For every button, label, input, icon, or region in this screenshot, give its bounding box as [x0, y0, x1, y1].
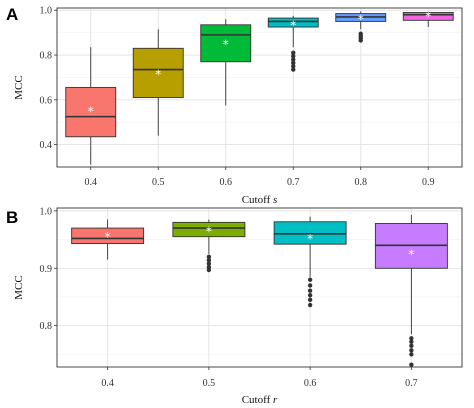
outlier-point [307, 283, 313, 288]
outlier-point [409, 348, 414, 353]
mean-marker: * [105, 230, 111, 244]
box-0.5: * [132, 29, 184, 136]
y-tick-label: 0.4 [40, 140, 53, 151]
panel-border [56, 7, 463, 168]
box-body [65, 87, 117, 138]
mean-marker: * [155, 68, 161, 82]
chart-panel-b: 0.8 0.9 1.0 * * * * 0.4 0.5 0.6 0.7 Cutoff r MCC B [6, 206, 463, 406]
y-axis-title: MCC [13, 75, 25, 99]
box-body [273, 221, 347, 245]
chart-panel-a: 0.4 0.6 0.8 1.0 * * * * * * 0.4 0.5 0.6 0.7 0.8 0.9 Cuto… [6, 5, 463, 206]
outlier-point [409, 336, 414, 341]
panel-label: A [6, 5, 18, 24]
x-tick-label: 0.9 [422, 177, 435, 188]
box-0.4: * [65, 47, 117, 165]
outlier-point [291, 57, 296, 62]
outlier-point [206, 258, 212, 263]
mean-marker: * [206, 224, 212, 238]
panel-label: B [6, 208, 18, 227]
mean-marker: * [88, 105, 94, 119]
box-0.4: * [71, 219, 145, 260]
mean-marker: * [290, 18, 296, 32]
outlier-point [307, 302, 313, 308]
box-body [267, 17, 319, 28]
box-0.5: * [172, 219, 246, 273]
box-0.8: * [335, 11, 387, 43]
outlier-point [307, 277, 313, 282]
x-axis-title-text: Cutoff [242, 394, 273, 406]
outlier-point [291, 64, 296, 69]
x-axis-title: Cutoff r [242, 394, 278, 406]
box-body [132, 47, 184, 99]
x-tick-label: 0.6 [220, 177, 233, 188]
x-axis-title-text: Cutoff [242, 194, 273, 206]
panel-border [56, 207, 463, 368]
box-0.9: * [402, 9, 454, 28]
x-tick-label: 0.6 [304, 378, 317, 389]
x-tick-label: 0.4 [85, 177, 98, 188]
outlier-point [409, 339, 414, 344]
mean-marker: * [307, 232, 313, 246]
mean-marker: * [223, 37, 229, 51]
x-tick-label: 0.7 [287, 177, 300, 188]
mean-marker: * [425, 9, 431, 23]
x-axis-title-variable: r [273, 394, 278, 406]
y-axis-title: MCC [13, 275, 25, 299]
x-tick-label: 0.4 [101, 378, 114, 389]
outlier-point [291, 53, 296, 59]
plot-area [57, 8, 462, 167]
y-tick-label: 0.9 [40, 264, 53, 275]
box-0.6: * [200, 19, 252, 106]
y-tick-label: 1.0 [40, 206, 53, 217]
box-body [172, 221, 246, 238]
y-tick-label: 0.8 [40, 51, 53, 62]
outlier-point [206, 261, 212, 266]
mean-marker: * [358, 13, 364, 27]
box-0.7: * [374, 214, 448, 367]
x-tick-label: 0.5 [203, 378, 216, 389]
x-axis-title: Cutoff s [242, 194, 278, 206]
outlier-point [206, 254, 212, 259]
box-0.7: * [267, 15, 319, 72]
outlier-point [291, 60, 296, 66]
x-tick-label: 0.8 [355, 177, 368, 188]
outlier-point [206, 264, 212, 270]
outlier-point [409, 352, 414, 357]
x-tick-label: 0.7 [405, 378, 418, 389]
x-axis-title-variable: s [273, 194, 277, 206]
x-tick-label: 0.5 [152, 177, 165, 188]
y-tick-label: 0.8 [40, 321, 53, 332]
outlier-point [291, 50, 296, 55]
outlier-point [409, 343, 414, 348]
box-body [200, 24, 252, 63]
outlier-point [358, 31, 363, 36]
y-tick-label: 0.6 [40, 95, 53, 106]
outlier-point [291, 67, 296, 72]
outlier-point [409, 362, 414, 367]
y-tick-label: 1.0 [40, 6, 53, 17]
outlier-point [307, 288, 313, 293]
outlier-point [307, 297, 313, 303]
outlier-point [307, 293, 313, 298]
mean-marker: * [408, 247, 414, 261]
box-body [71, 227, 145, 245]
box-0.6: * [273, 216, 347, 308]
box-body [402, 12, 454, 21]
